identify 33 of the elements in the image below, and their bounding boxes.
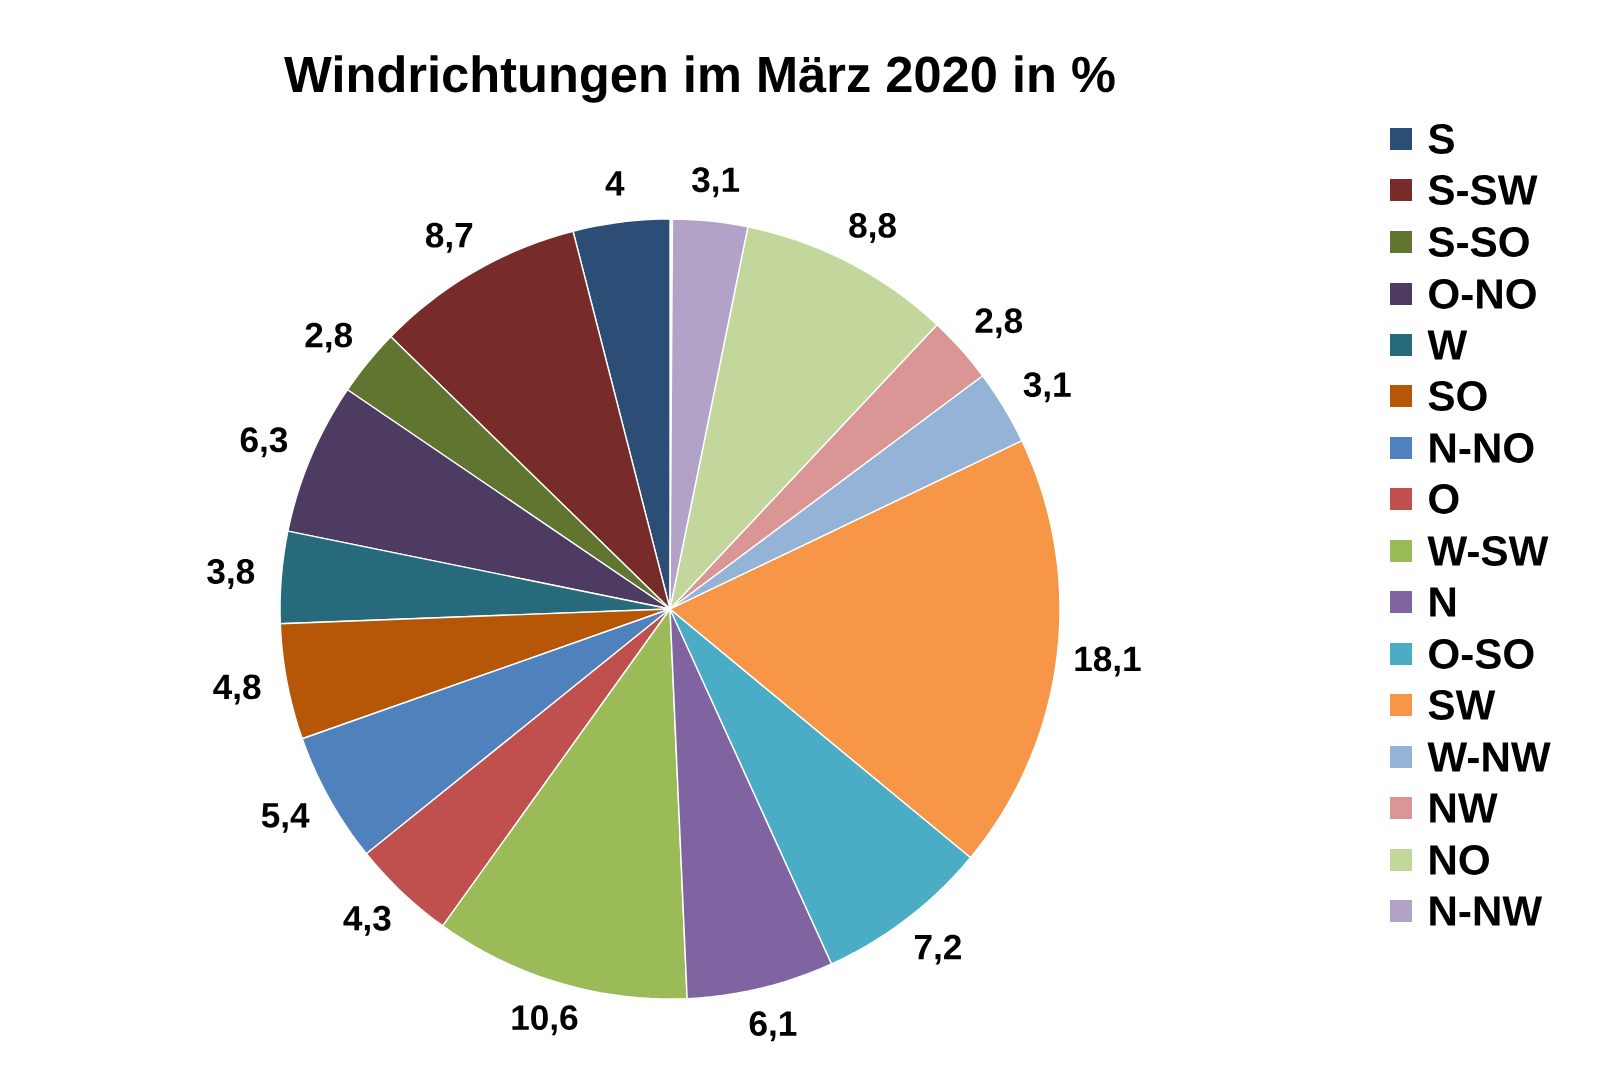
data-label: 18,1 xyxy=(1075,646,1141,677)
legend-label: N-NO xyxy=(1430,433,1534,463)
data-label: 2,8 xyxy=(975,308,1023,339)
data-label: 6,3 xyxy=(240,427,288,458)
legend-label: S-SO xyxy=(1428,227,1529,257)
data-label: 3,1 xyxy=(692,167,740,198)
data-label: 4,3 xyxy=(343,905,391,936)
legend-label: N-NW xyxy=(1430,896,1543,926)
legend-label: NO xyxy=(1430,845,1489,875)
data-label: 10,6 xyxy=(512,1005,578,1036)
data-label: 7,2 xyxy=(914,934,961,965)
legend-label: O-SO xyxy=(1429,639,1534,669)
data-label: 8,8 xyxy=(849,212,896,243)
legend-label: N xyxy=(1430,587,1456,617)
data-label: 4 xyxy=(605,171,625,196)
data-label: 3,8 xyxy=(207,559,255,589)
legend-label: O-NO xyxy=(1429,279,1536,309)
legend-label: SO xyxy=(1428,381,1487,411)
legend-label: SW xyxy=(1428,690,1496,720)
data-label: 8,7 xyxy=(425,222,473,253)
chart-title: Windrichtungen im März 2020 in % xyxy=(284,55,1115,103)
legend-label: W-SW xyxy=(1427,536,1549,566)
legend-label: S-SW xyxy=(1428,175,1538,205)
data-label: 5,4 xyxy=(261,803,310,833)
legend-label: W xyxy=(1427,330,1468,360)
data-label: 4,8 xyxy=(213,674,261,705)
data-label: 2,8 xyxy=(305,322,353,353)
legend-label: W-NW xyxy=(1427,742,1551,772)
legend-label: O xyxy=(1429,484,1459,514)
data-label: 6,1 xyxy=(749,1011,797,1042)
legend-label: S xyxy=(1428,124,1454,154)
data-label: 3,1 xyxy=(1023,372,1071,403)
legend-label: NW xyxy=(1430,793,1498,823)
